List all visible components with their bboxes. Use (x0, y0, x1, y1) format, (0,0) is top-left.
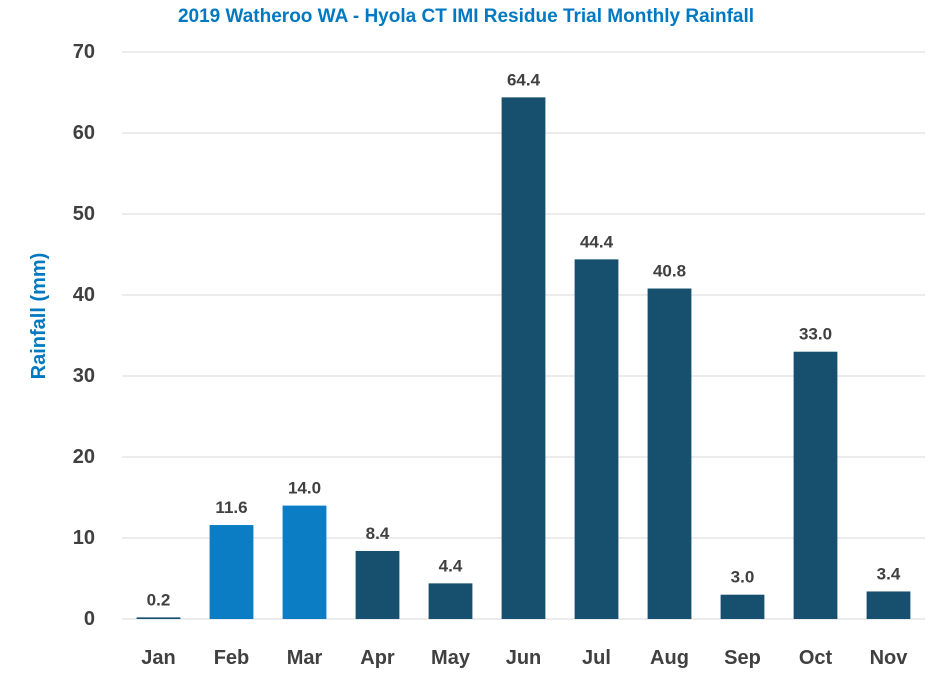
x-tick-label-mar: Mar (287, 647, 323, 669)
bar-may (428, 583, 473, 619)
x-tick-label-aug: Aug (650, 647, 689, 669)
x-tick-label-jun: Jun (506, 647, 542, 669)
bar-mar (282, 505, 327, 619)
bar-jul (574, 259, 619, 619)
x-tick-label-sep: Sep (724, 647, 761, 669)
data-labels: 0.2 11.6 14.0 8.4 4.4 64.4 44.4 40.8 3.0 33.0 3.4 (147, 70, 901, 609)
data-label-sep: 3.0 (731, 568, 755, 587)
data-label-mar: 14.0 (288, 479, 321, 498)
x-tick-label-feb: Feb (214, 647, 250, 669)
bar-aug (647, 288, 692, 619)
data-label-nov: 3.4 (877, 564, 901, 583)
chart-title: 2019 Watheroo WA - Hyola CT IMI Residue … (177, 6, 755, 27)
y-tick-label: 40 (73, 284, 95, 306)
x-axis-ticks: Jan Feb Mar Apr May Jun Jul Aug Sep Oct Nov (141, 647, 908, 669)
data-label-apr: 8.4 (366, 524, 390, 543)
x-tick-label-jan: Jan (141, 647, 175, 669)
data-label-may: 4.4 (439, 556, 463, 575)
data-label-jan: 0.2 (147, 590, 171, 609)
bar-oct (793, 351, 838, 619)
data-label-jul: 44.4 (580, 232, 614, 251)
x-tick-label-may: May (431, 647, 471, 669)
data-label-jun: 64.4 (507, 70, 541, 89)
y-tick-label: 20 (73, 446, 95, 468)
y-axis-label: Rainfall (mm) (28, 253, 50, 380)
bar-apr (355, 550, 400, 619)
bar-nov (866, 591, 911, 619)
bar-sep (720, 594, 765, 619)
data-label-aug: 40.8 (653, 262, 686, 281)
x-tick-label-nov: Nov (870, 647, 909, 669)
y-tick-label: 0 (84, 608, 95, 630)
x-tick-label-oct: Oct (799, 647, 833, 669)
x-tick-label-jul: Jul (582, 647, 611, 669)
y-tick-label: 50 (73, 203, 95, 225)
y-tick-label: 30 (73, 365, 95, 387)
bar-jun (501, 97, 546, 620)
bar-jan (136, 617, 181, 619)
y-tick-label: 10 (73, 527, 95, 549)
y-axis-ticks: 0 10 20 30 40 50 60 70 (73, 41, 95, 630)
data-label-oct: 33.0 (799, 325, 832, 344)
data-label-feb: 11.6 (215, 498, 247, 517)
bar-feb (209, 525, 254, 619)
bars (136, 97, 911, 620)
y-tick-label: 60 (73, 122, 95, 144)
y-tick-label: 70 (73, 41, 95, 63)
x-tick-label-apr: Apr (360, 647, 395, 669)
